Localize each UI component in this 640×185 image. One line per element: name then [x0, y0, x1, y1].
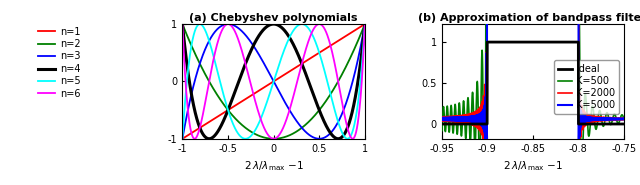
n=3	[338, 114, 346, 116]
n=1	[179, 138, 186, 140]
Line: n=1: n=1	[182, 24, 365, 139]
n=5	[248, 133, 256, 135]
n=5	[200, 26, 207, 28]
n=3	[248, 43, 256, 45]
K=500	[460, 105, 467, 107]
n=4	[257, 33, 264, 35]
ideal	[503, 41, 511, 43]
X-axis label: $2\,\lambda/\lambda_{\rm max}$ $-1$: $2\,\lambda/\lambda_{\rm max}$ $-1$	[244, 159, 303, 173]
X-axis label: $2\,\lambda/\lambda_{\rm max}$ $-1$: $2\,\lambda/\lambda_{\rm max}$ $-1$	[503, 159, 563, 173]
n=4	[248, 46, 256, 49]
n=6	[358, 86, 365, 88]
n=6	[248, 90, 256, 92]
n=6	[191, 138, 198, 140]
n=2	[200, 69, 207, 72]
Line: K=500: K=500	[423, 0, 640, 185]
n=4	[338, 136, 346, 138]
n=4	[211, 135, 218, 137]
n=3	[358, 42, 365, 44]
K=500	[583, 110, 591, 112]
n=5	[338, 130, 346, 133]
n=4	[361, 23, 369, 25]
ideal	[600, 123, 607, 125]
n=6	[338, 99, 346, 102]
Line: ideal: ideal	[423, 42, 640, 124]
n=2	[248, 131, 256, 134]
n=2	[257, 135, 264, 137]
ideal	[483, 41, 491, 43]
n=6	[257, 117, 264, 119]
n=1	[338, 38, 346, 40]
ideal	[551, 41, 559, 43]
n=2	[179, 23, 186, 25]
n=2	[270, 138, 278, 140]
Line: n=5: n=5	[182, 24, 365, 139]
K=500	[419, 118, 427, 120]
n=6	[200, 111, 207, 114]
K=5000	[600, 118, 607, 120]
ideal	[562, 41, 570, 43]
Line: n=2: n=2	[182, 24, 365, 139]
K=5000	[639, 118, 640, 120]
n=5	[179, 138, 186, 140]
n=1	[248, 94, 256, 96]
n=6	[211, 56, 218, 58]
n=1	[210, 118, 218, 120]
K=2000	[600, 116, 607, 118]
n=4	[205, 138, 213, 140]
n=2	[210, 89, 218, 91]
Line: n=3: n=3	[182, 24, 365, 139]
n=3	[361, 23, 369, 25]
n=2	[361, 23, 369, 25]
n=3	[179, 138, 186, 140]
n=6	[361, 23, 369, 25]
n=3	[257, 56, 264, 58]
n=4	[179, 23, 186, 25]
n=1	[200, 125, 207, 127]
K=5000	[419, 119, 427, 121]
n=5	[358, 71, 365, 73]
K=2000	[583, 118, 591, 120]
n=4	[358, 55, 365, 57]
n=1	[361, 23, 369, 25]
K=2000	[639, 119, 640, 121]
Title: (a) Chebyshev polynomials: (a) Chebyshev polynomials	[189, 13, 358, 23]
Legend: ideal, K=500, K=2000, K=5000: ideal, K=500, K=2000, K=5000	[554, 60, 619, 114]
ideal	[460, 123, 467, 125]
K=2000	[419, 120, 427, 122]
n=5	[210, 57, 218, 59]
K=2000	[460, 118, 467, 121]
ideal	[419, 123, 427, 125]
n=6	[179, 23, 186, 25]
n=1	[257, 89, 264, 91]
n=4	[200, 133, 207, 136]
Line: n=6: n=6	[182, 24, 365, 139]
ideal	[583, 123, 591, 125]
Line: K=2000: K=2000	[423, 0, 640, 185]
n=3	[210, 32, 218, 34]
n=1	[358, 25, 365, 27]
n=5	[257, 119, 264, 121]
K=500	[600, 125, 607, 127]
Title: (b) Approximation of bandpass filter: (b) Approximation of bandpass filter	[419, 13, 640, 23]
n=2	[338, 74, 346, 76]
Line: K=5000: K=5000	[423, 0, 640, 185]
n=2	[358, 32, 365, 34]
ideal	[639, 123, 640, 125]
n=5	[361, 23, 369, 25]
Line: n=4: n=4	[182, 24, 365, 139]
K=5000	[460, 119, 467, 121]
Legend: n=1, n=2, n=3, n=4, n=5, n=6: n=1, n=2, n=3, n=4, n=5, n=6	[38, 27, 81, 99]
n=3	[200, 53, 207, 55]
K=5000	[583, 116, 591, 118]
K=500	[639, 120, 640, 122]
